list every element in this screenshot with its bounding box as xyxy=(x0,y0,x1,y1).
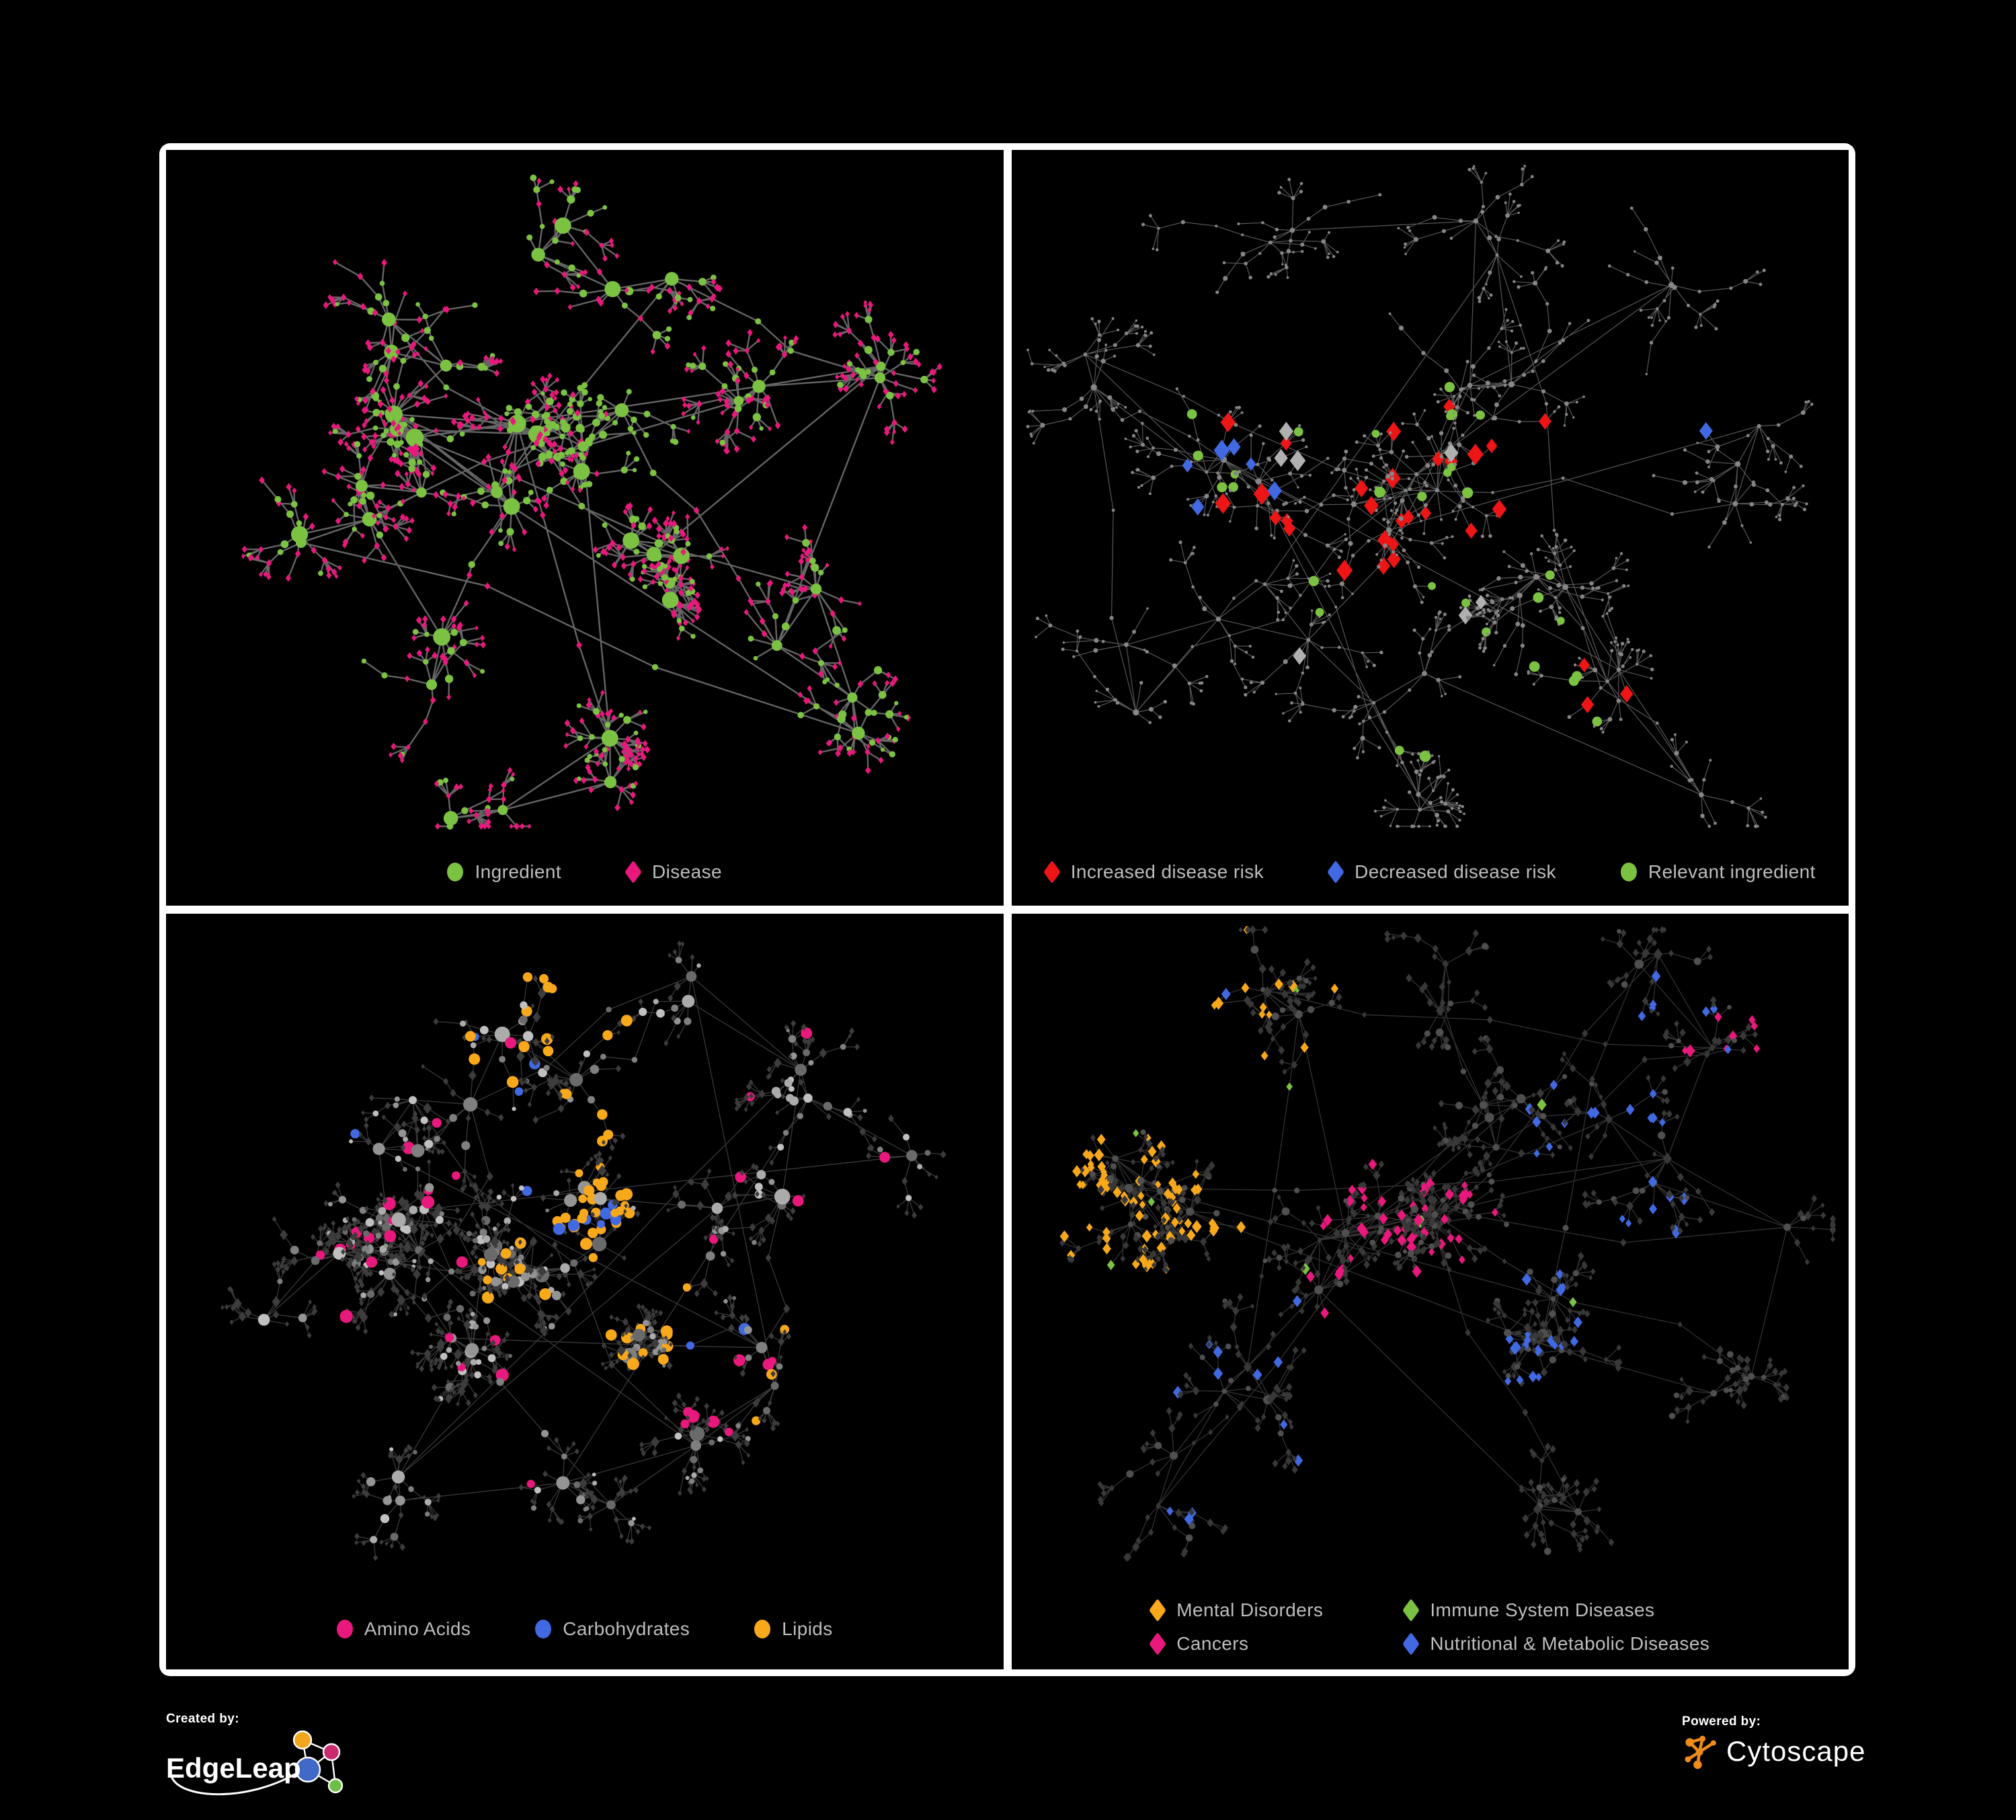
panel-macronutrients: Amino Acids Carbohydrates Lipids xyxy=(166,914,1004,1669)
cytoscape-logo-row: Cytoscape xyxy=(1682,1733,1865,1770)
legend-macronutrients: Amino Acids Carbohydrates Lipids xyxy=(166,1618,1004,1640)
cytoscape-brand: Cytoscape xyxy=(1726,1735,1866,1767)
legend-label: Amino Acids xyxy=(364,1618,471,1639)
network-disease-risk xyxy=(1026,165,1814,828)
legend-label: Carbohydrates xyxy=(563,1618,690,1639)
diamond-marker xyxy=(1149,1598,1167,1622)
edgeleap-node-orange xyxy=(292,1730,313,1750)
circle-marker xyxy=(535,1620,552,1638)
legend-item-disease: Disease xyxy=(624,860,722,884)
network-nodes xyxy=(1026,165,1814,828)
diamond-marker xyxy=(1402,1598,1420,1622)
circle-marker xyxy=(1620,863,1637,881)
circle-marker xyxy=(336,1620,353,1638)
network-nodes xyxy=(220,940,946,1561)
network-edges xyxy=(243,177,940,828)
edgeleap-network-glyph xyxy=(292,1730,344,1794)
network-nodes xyxy=(241,174,942,830)
legend-item-carbohydrates: Carbohydrates xyxy=(535,1618,690,1640)
edgeleap-brand: EdgeLeap xyxy=(166,1752,301,1784)
legend-item-nutritional-metabolic-diseases: Nutritional & Metabolic Diseases xyxy=(1402,1632,1710,1656)
legend-item-immune-system-diseases: Immune System Diseases xyxy=(1402,1598,1655,1622)
panel-ingredient-disease: Ingredient Disease xyxy=(166,150,1004,906)
edgeleap-node-green xyxy=(327,1778,344,1794)
legend-ingredient-disease: Ingredient Disease xyxy=(166,860,1004,884)
legend-label: Cancers xyxy=(1176,1633,1249,1654)
legend-item-ingredient: Ingredient xyxy=(447,861,561,883)
network-nodes xyxy=(1059,925,1836,1562)
legend-item-amino-acids: Amino Acids xyxy=(336,1618,471,1640)
legend-disease-risk: Increased disease risk Decreased disease … xyxy=(1012,860,1849,884)
diamond-marker xyxy=(624,860,642,884)
legend-label: Relevant ingredient xyxy=(1648,861,1816,882)
edgeleap-node-blue xyxy=(294,1756,321,1783)
network-disease-categories xyxy=(1059,925,1836,1562)
circle-marker xyxy=(447,863,464,881)
panel-disease-categories: Mental Disorders Immune System Diseases Ca… xyxy=(1011,914,1849,1669)
legend-label: Immune System Diseases xyxy=(1430,1599,1655,1620)
legend-disease-categories: Mental Disorders Immune System Diseases Ca… xyxy=(1012,1598,1849,1656)
panel-disease-risk: Increased disease risk Decreased disease … xyxy=(1011,150,1849,906)
legend-item-increased-disease-risk: Increased disease risk xyxy=(1043,860,1264,884)
created-by-block: Created by: EdgeLeap xyxy=(166,1712,354,1803)
network-edges xyxy=(222,943,944,1558)
legend-label: Ingredient xyxy=(475,861,562,882)
diamond-marker xyxy=(1043,860,1061,884)
legend-item-relevant-ingredient: Relevant ingredient xyxy=(1620,861,1816,883)
legend-item-cancers: Cancers xyxy=(1149,1632,1249,1656)
network-edges xyxy=(1026,165,1812,827)
diamond-marker xyxy=(1327,860,1344,884)
powered-by-block: Powered by: Cytoscape xyxy=(1682,1714,1865,1770)
legend-label: Increased disease risk xyxy=(1070,861,1264,882)
legend-item-mental-disorders: Mental Disorders xyxy=(1149,1598,1324,1622)
legend-label: Nutritional & Metabolic Diseases xyxy=(1430,1633,1710,1654)
created-by-label: Created by: xyxy=(166,1712,239,1726)
legend-label: Decreased disease risk xyxy=(1355,861,1556,882)
network-ingredient-disease xyxy=(241,174,942,830)
legend-label: Lipids xyxy=(782,1618,833,1639)
edgeleap-swoosh xyxy=(170,1770,301,1796)
edgeleap-node-pink xyxy=(322,1743,341,1762)
legend-label: Disease xyxy=(652,861,722,882)
network-macronutrients xyxy=(220,940,946,1561)
circle-marker xyxy=(754,1620,771,1638)
powered-by-label: Powered by: xyxy=(1682,1714,1761,1729)
network-edges xyxy=(1061,929,1833,1558)
legend-item-decreased-disease-risk: Decreased disease risk xyxy=(1327,860,1556,884)
panel-grid: Ingredient Disease Increased disease risk… xyxy=(159,143,1855,1676)
legend-label: Mental Disorders xyxy=(1176,1599,1324,1620)
diamond-marker xyxy=(1402,1632,1420,1656)
legend-item-lipids: Lipids xyxy=(754,1618,833,1640)
diamond-marker xyxy=(1149,1632,1167,1656)
cytoscape-icon xyxy=(1685,1735,1716,1770)
edgeleap-logo: EdgeLeap xyxy=(166,1730,344,1796)
